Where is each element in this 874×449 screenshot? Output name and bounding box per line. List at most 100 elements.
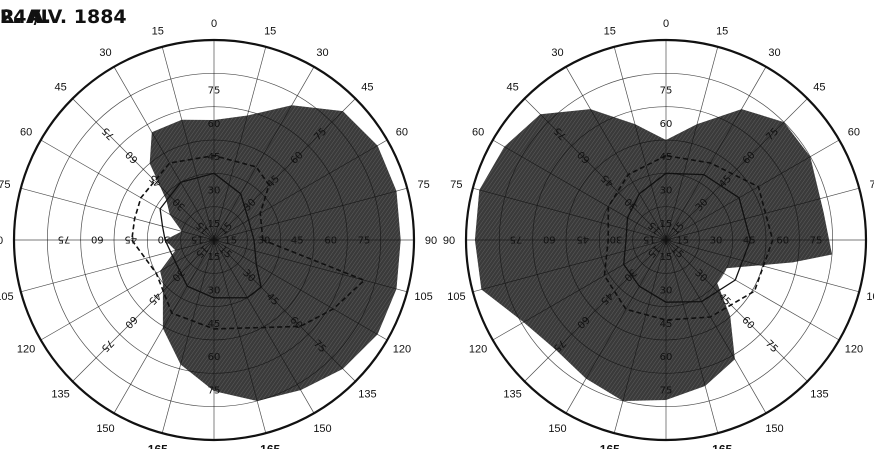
meridian-45 bbox=[665, 98, 808, 241]
eccentricity-label: 15 bbox=[643, 234, 656, 245]
meridian-240 bbox=[492, 239, 667, 341]
meridian-label-210: 150 bbox=[96, 423, 114, 435]
meridian-label-165: 165 bbox=[260, 443, 280, 449]
meridian-label-345: 15 bbox=[152, 25, 164, 37]
meridian-225 bbox=[72, 239, 215, 382]
meridian-label-0: 0 bbox=[211, 18, 217, 30]
meridian-label-210: 150 bbox=[548, 423, 566, 435]
meridian-75 bbox=[665, 187, 860, 241]
eccentricity-label: 60 bbox=[91, 234, 104, 245]
eccentricity-label: 60 bbox=[543, 234, 556, 245]
meridian-135 bbox=[213, 239, 356, 382]
meridian-label-300: 60 bbox=[20, 127, 32, 139]
meridian-195 bbox=[161, 239, 215, 434]
meridian-120 bbox=[665, 239, 840, 341]
meridian-label-60: 60 bbox=[848, 127, 860, 139]
meridian-label-135: 135 bbox=[358, 388, 376, 400]
meridian-135 bbox=[665, 239, 808, 382]
meridian-label-105: 105 bbox=[866, 291, 874, 303]
eccentricity-label: 45 bbox=[291, 236, 304, 247]
left-eye-perimetry-chart: 0153045607590105120135150165180165150135… bbox=[0, 18, 437, 449]
eccentricity-label: 75 bbox=[99, 337, 116, 354]
meridian-label-30: 30 bbox=[768, 47, 780, 59]
meridian-label-285: 75 bbox=[0, 179, 11, 191]
shaded-field-area bbox=[474, 109, 832, 401]
eccentricity-label: 45 bbox=[660, 152, 673, 163]
meridian-300 bbox=[40, 139, 215, 241]
eccentricity-label: 45 bbox=[208, 319, 221, 330]
meridian-label-225: 135 bbox=[51, 388, 69, 400]
meridian-165 bbox=[665, 239, 719, 434]
eccentricity-label: 45 bbox=[146, 290, 163, 307]
meridian-label-330: 30 bbox=[551, 47, 563, 59]
solid-isopter bbox=[159, 172, 262, 299]
meridian-315 bbox=[72, 98, 215, 241]
solid-isopter bbox=[623, 172, 752, 303]
shaded-field-area bbox=[149, 105, 401, 402]
eccentricity-label: 60 bbox=[660, 119, 673, 130]
eccentricity-label: 75 bbox=[358, 236, 371, 247]
left-eye-label: L. A. bbox=[0, 6, 49, 28]
meridian-label-270: 90 bbox=[0, 235, 3, 247]
eccentricity-label: 75 bbox=[810, 236, 823, 247]
meridian-120 bbox=[213, 239, 388, 341]
eccentricity-label: 15 bbox=[208, 252, 221, 263]
meridian-225 bbox=[524, 239, 667, 382]
meridian-label-270: 90 bbox=[443, 235, 455, 247]
meridian-label-45: 45 bbox=[813, 82, 825, 94]
eccentricity-label: 30 bbox=[158, 234, 171, 245]
meridian-255 bbox=[20, 239, 215, 293]
eccentricity-label: 15 bbox=[660, 252, 673, 263]
dashed-isopter bbox=[130, 154, 366, 330]
eccentricity-label: 45 bbox=[124, 234, 137, 245]
meridian-30 bbox=[665, 66, 767, 241]
eccentricity-label: 60 bbox=[122, 313, 139, 330]
meridian-label-0: 0 bbox=[663, 18, 669, 30]
meridian-label-315: 45 bbox=[506, 82, 518, 94]
meridian-label-15: 15 bbox=[264, 25, 276, 37]
eccentricity-label: 30 bbox=[258, 236, 271, 247]
eccentricity-label: 75 bbox=[660, 386, 673, 397]
meridian-300 bbox=[492, 139, 667, 241]
meridian-330 bbox=[565, 66, 667, 241]
eccentricity-label: 75 bbox=[763, 338, 780, 355]
meridian-label-15: 15 bbox=[716, 25, 728, 37]
meridian-15 bbox=[213, 46, 267, 241]
eccentricity-label: 30 bbox=[660, 286, 673, 297]
date-label: 24./IV. 1884 bbox=[0, 6, 127, 28]
meridian-label-285: 75 bbox=[450, 179, 462, 191]
meridian-label-75: 75 bbox=[417, 179, 429, 191]
eccentricity-label: 60 bbox=[208, 352, 221, 363]
meridian-label-345: 15 bbox=[604, 25, 616, 37]
eccentricity-label: 75 bbox=[208, 386, 221, 397]
eccentricity-label: 60 bbox=[660, 352, 673, 363]
eccentricity-label: 30 bbox=[660, 186, 673, 197]
eccentricity-label: 45 bbox=[660, 319, 673, 330]
meridian-label-150: 150 bbox=[765, 423, 783, 435]
eccentricity-label: 30 bbox=[208, 286, 221, 297]
meridian-label-255: 105 bbox=[0, 291, 14, 303]
eccentricity-label: 75 bbox=[208, 86, 221, 97]
meridian-165 bbox=[213, 239, 267, 434]
eccentricity-label: 15 bbox=[676, 236, 689, 247]
meridian-label-120: 120 bbox=[845, 344, 863, 356]
eccentricity-label: 45 bbox=[208, 152, 221, 163]
eccentricity-label: 15 bbox=[208, 219, 221, 230]
meridian-60 bbox=[665, 139, 840, 241]
meridian-330 bbox=[113, 66, 215, 241]
meridian-label-60: 60 bbox=[396, 127, 408, 139]
meridian-45 bbox=[213, 98, 356, 241]
meridian-75 bbox=[213, 187, 408, 241]
meridian-150 bbox=[665, 239, 767, 414]
meridian-60 bbox=[213, 139, 388, 241]
meridian-285 bbox=[472, 187, 667, 241]
dashed-isopter bbox=[603, 154, 774, 321]
meridian-label-150: 150 bbox=[313, 423, 331, 435]
meridian-label-315: 45 bbox=[54, 82, 66, 94]
eccentricity-label: 75 bbox=[510, 234, 523, 245]
meridian-15 bbox=[665, 46, 719, 241]
meridian-label-30: 30 bbox=[316, 47, 328, 59]
meridian-240 bbox=[40, 239, 215, 341]
right-eye-perimetry-chart: 0153045607590105120135150165180165150135… bbox=[443, 18, 874, 449]
meridian-345 bbox=[613, 46, 667, 241]
